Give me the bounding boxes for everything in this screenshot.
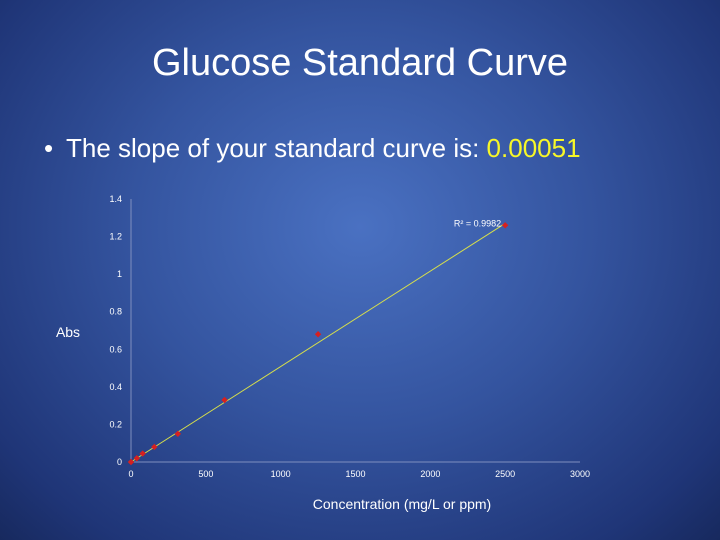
y-axis-title: Abs: [56, 324, 80, 340]
x-tick-label: 0: [128, 469, 133, 479]
x-tick-labels: 0 500 1000 1500 2000 2500 3000: [128, 469, 590, 479]
x-tick-label: 2500: [495, 469, 515, 479]
trendline: [130, 222, 506, 463]
x-tick-label: 1500: [345, 469, 365, 479]
r-squared-label: R² = 0.9982: [454, 218, 501, 228]
data-point: [133, 455, 141, 462]
y-tick-label: 1: [117, 269, 122, 279]
data-point: [501, 222, 509, 229]
bullet-icon: •: [44, 133, 54, 163]
data-point: [127, 458, 135, 466]
y-tick-label: 0.8: [109, 307, 122, 317]
x-tick-label: 3000: [570, 469, 590, 479]
y-tick-label: 0.6: [109, 344, 122, 354]
data-points: [127, 222, 509, 466]
slope-bullet-text: The slope of your standard curve is:: [66, 133, 487, 163]
x-axis-title: Concentration (mg/L or ppm): [313, 496, 491, 512]
y-tick-label: 0.4: [109, 382, 122, 392]
slope-bullet: • The slope of your standard curve is: 0.…: [44, 133, 581, 164]
y-tick-label: 0: [117, 457, 122, 467]
y-tick-label: 1.4: [109, 194, 122, 204]
y-tick-label: 0.2: [109, 419, 122, 429]
y-tick-labels: 0 0.2 0.4 0.6 0.8 1 1.2 1.4: [109, 194, 122, 467]
data-point: [314, 331, 322, 338]
data-point: [174, 430, 182, 438]
y-tick-label: 1.2: [109, 232, 122, 242]
data-point: [151, 443, 158, 451]
x-tick-label: 500: [198, 469, 213, 479]
data-point: [221, 396, 228, 404]
slide-title: Glucose Standard Curve: [151, 42, 569, 84]
x-tick-label: 2000: [420, 469, 440, 479]
x-tick-label: 1000: [271, 469, 291, 479]
slope-value: 0.00051: [486, 133, 581, 163]
data-point: [139, 450, 146, 457]
